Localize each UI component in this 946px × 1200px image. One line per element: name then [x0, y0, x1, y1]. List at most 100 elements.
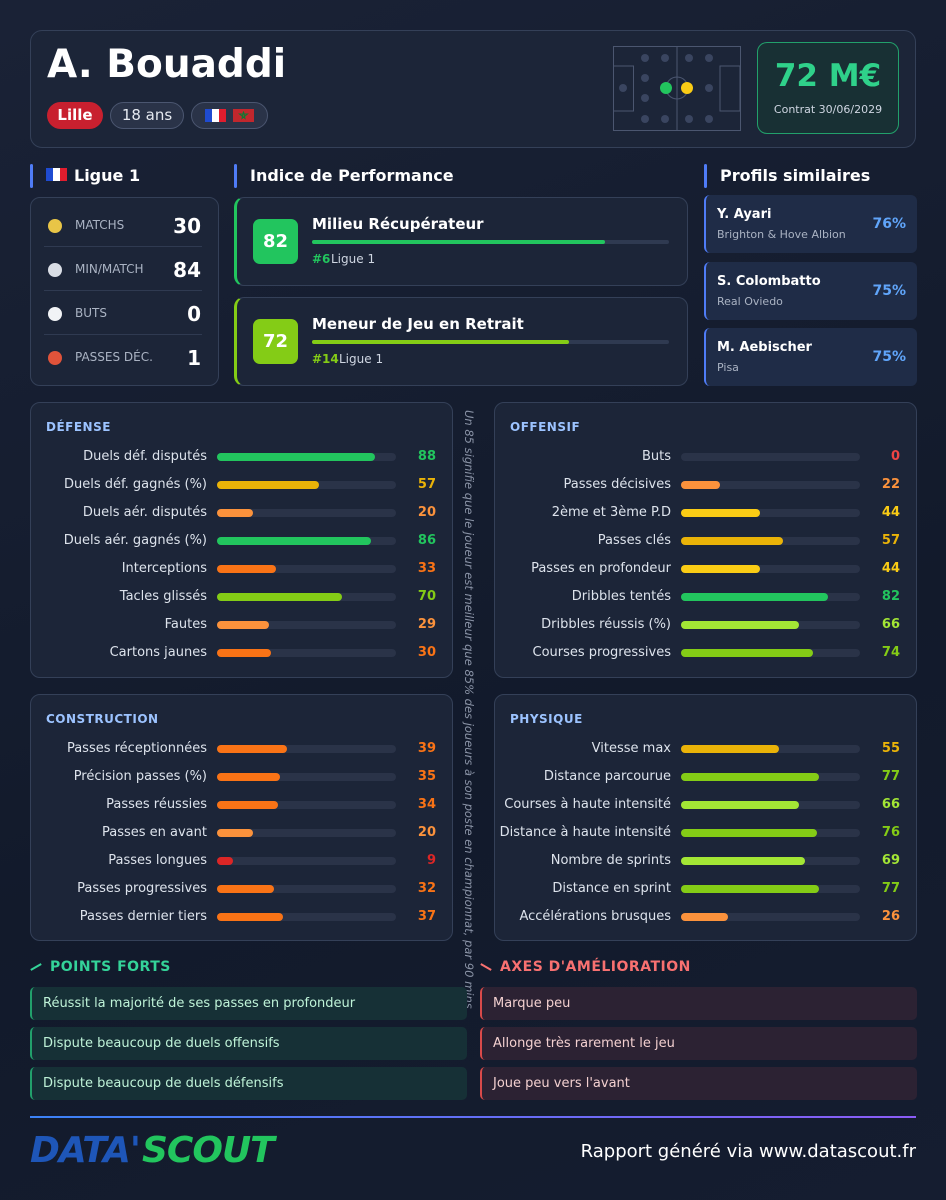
role-score: 72 [253, 319, 298, 364]
bar [217, 829, 253, 837]
stat-label: Duels déf. disputés [83, 449, 207, 464]
section-card [494, 694, 917, 941]
bar [681, 565, 760, 573]
stat-label: Distance parcourue [543, 769, 671, 784]
bar-track [681, 913, 860, 921]
stat-value: 66 [881, 797, 900, 812]
list-text: Marque peu [493, 996, 571, 1011]
stat-value: 66 [881, 617, 900, 632]
stat-value: 57 [417, 477, 436, 492]
stat-label: Passes clés [597, 533, 671, 548]
bar [681, 481, 721, 489]
section-card [30, 694, 453, 941]
stat-value: 69 [881, 853, 900, 868]
stat-value: 57 [881, 533, 900, 548]
stat-value: 84 [173, 258, 201, 282]
stat-label: Distance en sprint [552, 881, 671, 896]
stat-value: 44 [881, 561, 900, 576]
header-accent [234, 164, 237, 188]
list-item [480, 1027, 917, 1060]
stat-value: 76 [881, 825, 900, 840]
stat-label: Duels aér. disputés [82, 505, 207, 520]
list-text: Dispute beaucoup de duels défensifs [43, 1076, 284, 1091]
stat-value: 32 [417, 881, 436, 896]
stat-label: Passes dernier tiers [79, 909, 207, 924]
bar [217, 857, 234, 865]
bar [217, 509, 253, 517]
bar [217, 481, 320, 489]
stat-label: Passes décisives [563, 477, 671, 492]
stat-label: Courses progressives [532, 645, 672, 660]
club-pill: Lille [47, 102, 103, 129]
stat-value: 30 [173, 214, 201, 238]
stat-value: 86 [417, 533, 436, 548]
bar-track [217, 649, 396, 657]
stat-value: 55 [881, 741, 900, 756]
stat-value: 77 [881, 769, 900, 784]
role-league: Ligue 1 [331, 252, 376, 266]
bar-track [681, 509, 860, 517]
stat-label: MIN/MATCH [75, 262, 144, 276]
stat-label: Interceptions [121, 561, 207, 576]
list-icon-mark [30, 963, 42, 971]
nationality-pill [191, 102, 268, 129]
logo-left: DATA' [30, 1130, 141, 1171]
bar [217, 593, 343, 601]
stat-label: Dribbles tentés [571, 589, 671, 604]
list-item [480, 987, 917, 1020]
stat-label: Passes réceptionnées [66, 741, 207, 756]
bar-track [217, 829, 396, 837]
stat-label: Duels aér. gagnés (%) [63, 533, 207, 548]
role-rank: #6 [312, 252, 331, 266]
bar [217, 537, 371, 545]
bar [681, 537, 784, 545]
bar [217, 621, 269, 629]
list-text: Dispute beaucoup de duels offensifs [43, 1036, 280, 1051]
stat-value: 77 [881, 881, 900, 896]
stat-value: 20 [417, 825, 436, 840]
stat-label: Passes réussies [106, 797, 207, 812]
similar-club: Real Oviedo [717, 294, 783, 308]
similar-card [704, 195, 917, 253]
stat-label: Fautes [164, 617, 207, 632]
player-name: A. Bouaddi [47, 42, 287, 87]
bar-track [681, 565, 860, 573]
list-title: POINTS FORTS [50, 959, 171, 975]
bar-track [217, 801, 396, 809]
stat-label: Tacles glissés [119, 589, 207, 604]
stat-label: Précision passes (%) [73, 769, 207, 784]
role-name: Meneur de Jeu en Retrait [312, 315, 524, 333]
role-rank: #14 [312, 352, 339, 366]
pitch-graphic [613, 46, 741, 131]
role-name: Milieu Récupérateur [312, 215, 484, 233]
role-league: Ligue 1 [339, 352, 384, 366]
similar-title: Profils similaires [720, 166, 871, 185]
stat-value: 33 [417, 561, 436, 576]
similar-match: 75% [872, 349, 906, 365]
bar [217, 745, 287, 753]
divider [44, 334, 202, 335]
header-accent [30, 164, 33, 188]
stat-value: 34 [417, 797, 436, 812]
divider [44, 290, 202, 291]
bar [681, 745, 780, 753]
bar [681, 857, 805, 865]
stat-label: Accélérations brusques [519, 909, 671, 924]
bar-track [217, 773, 396, 781]
bar-track [217, 745, 396, 753]
list-item [30, 1027, 467, 1060]
list-item [480, 1067, 917, 1100]
market-value: 72 M€ [774, 58, 882, 94]
bar [217, 453, 375, 461]
stat-label: Vitesse max [591, 741, 671, 756]
stat-icon [48, 307, 62, 321]
list-text: Joue peu vers l'avant [493, 1076, 630, 1091]
value-card [757, 42, 899, 134]
stat-icon [48, 351, 62, 365]
stat-value: 26 [881, 909, 900, 924]
stat-value: 9 [426, 853, 436, 868]
list-icon-mark [480, 963, 492, 971]
list-item [30, 987, 467, 1020]
stat-value: 88 [417, 449, 436, 464]
stat-label: Buts [641, 449, 671, 464]
